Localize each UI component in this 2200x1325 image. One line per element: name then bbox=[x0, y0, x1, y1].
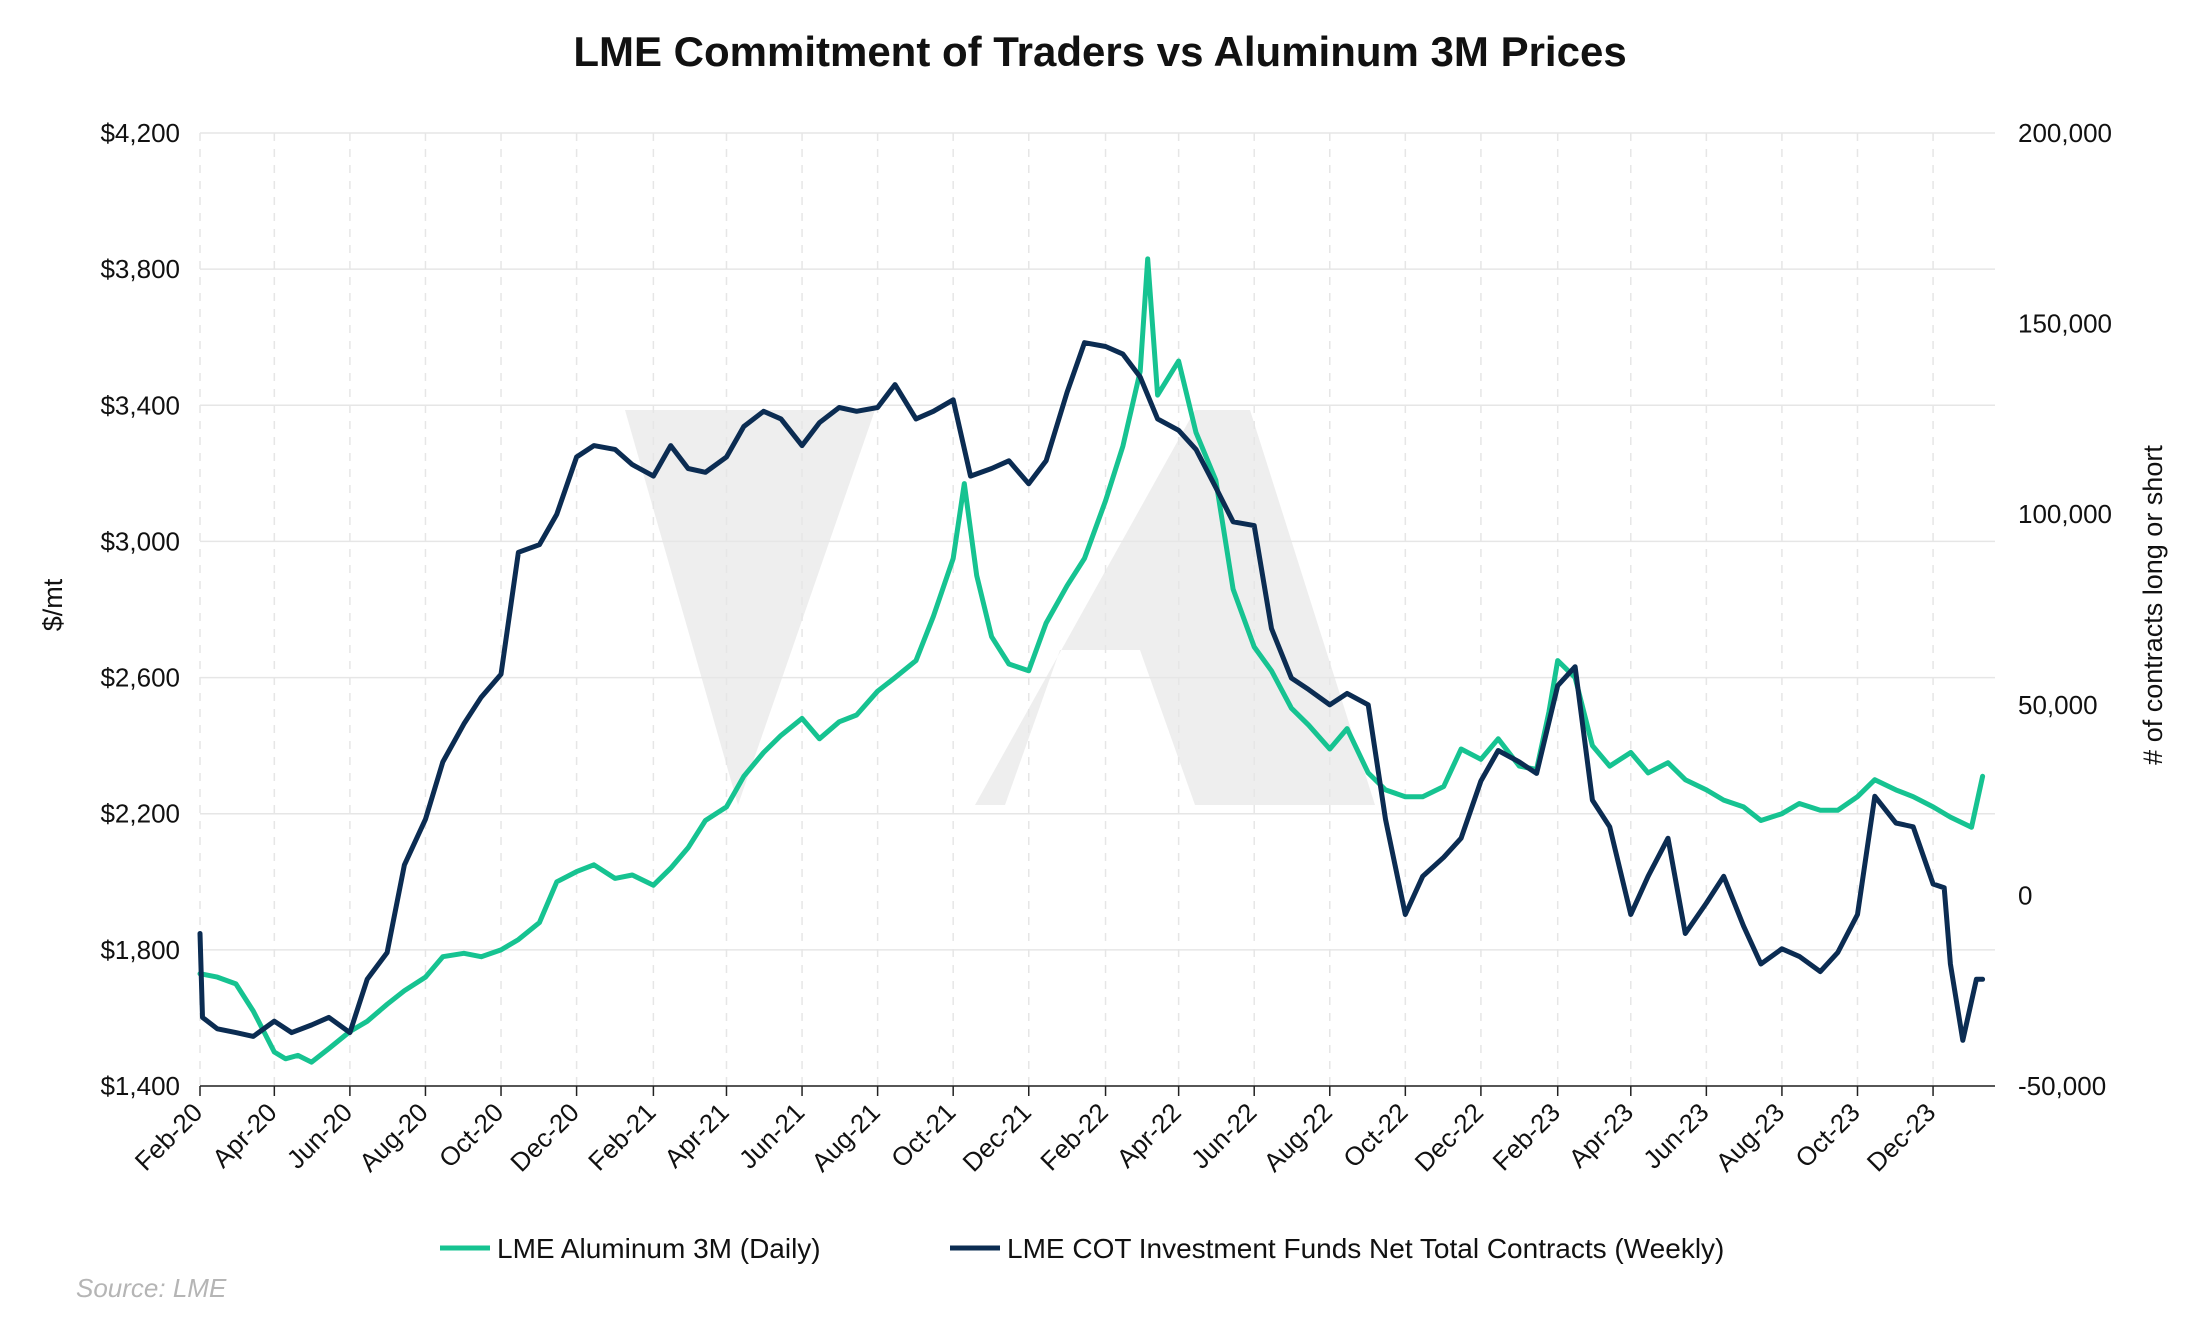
x-tick-label: Aug-20 bbox=[353, 1097, 433, 1177]
x-tick-label: Oct-20 bbox=[433, 1097, 509, 1173]
left-tick-label: $2,200 bbox=[100, 799, 180, 829]
x-tick-label: Jun-20 bbox=[281, 1097, 358, 1174]
right-axis-label: # of contracts long or short bbox=[2138, 445, 2168, 765]
x-tick-label: Feb-21 bbox=[582, 1097, 661, 1176]
x-tick-label: Oct-22 bbox=[1337, 1097, 1413, 1173]
legend-label-aluminum: LME Aluminum 3M (Daily) bbox=[497, 1233, 821, 1264]
left-tick-label: $2,600 bbox=[100, 663, 180, 693]
right-tick-label: 200,000 bbox=[2018, 118, 2112, 148]
source-note: Source: LME bbox=[76, 1273, 227, 1303]
left-axis-label: $/mt bbox=[38, 578, 68, 631]
legend: LME Aluminum 3M (Daily) LME COT Investme… bbox=[440, 1233, 1724, 1264]
x-tick-label: Feb-22 bbox=[1034, 1097, 1113, 1176]
x-tick-label: Jun-21 bbox=[733, 1097, 810, 1174]
x-tick-label: Apr-23 bbox=[1563, 1097, 1639, 1173]
series-line-aluminum bbox=[197, 256, 1986, 1065]
legend-label-cot: LME COT Investment Funds Net Total Contr… bbox=[1007, 1233, 1724, 1264]
x-tick-label: Jun-22 bbox=[1185, 1097, 1262, 1174]
watermark-shape bbox=[625, 410, 1375, 805]
chart-title: LME Commitment of Traders vs Aluminum 3M… bbox=[573, 28, 1626, 75]
x-tick-label: Apr-21 bbox=[658, 1097, 734, 1173]
right-axis-ticks: -50,000 0 50,000 100,000 150,000 200,000 bbox=[2018, 118, 2112, 1101]
left-tick-label: $1,800 bbox=[100, 935, 180, 965]
x-tick-label: Dec-20 bbox=[504, 1097, 584, 1177]
x-tick-label: Feb-23 bbox=[1486, 1097, 1565, 1176]
left-tick-label: $3,800 bbox=[100, 254, 180, 284]
x-tick-label: Aug-21 bbox=[805, 1097, 885, 1177]
left-tick-label: $3,400 bbox=[100, 390, 180, 420]
right-tick-label: 0 bbox=[2018, 880, 2032, 910]
x-tick-label: Apr-22 bbox=[1110, 1097, 1186, 1173]
left-tick-label: $1,400 bbox=[100, 1071, 180, 1101]
x-tick-label: Apr-20 bbox=[206, 1097, 282, 1173]
left-axis-ticks: $1,400 $1,800 $2,200 $2,600 $3,000 $3,400 $3,8… bbox=[100, 118, 180, 1101]
watermark-logo bbox=[625, 410, 1375, 805]
x-tick-label: Dec-23 bbox=[1861, 1097, 1941, 1177]
x-tick-label: Oct-23 bbox=[1789, 1097, 1865, 1173]
series-lines bbox=[197, 256, 1986, 1065]
right-tick-label: -50,000 bbox=[2018, 1071, 2106, 1101]
left-tick-label: $3,000 bbox=[100, 526, 180, 556]
right-tick-label: 100,000 bbox=[2018, 499, 2112, 529]
x-tick-label: Aug-23 bbox=[1710, 1097, 1790, 1177]
x-tick-label: Oct-21 bbox=[885, 1097, 961, 1173]
x-tick-label: Dec-21 bbox=[957, 1097, 1037, 1177]
left-tick-label: $4,200 bbox=[100, 118, 180, 148]
x-tick-label: Dec-22 bbox=[1409, 1097, 1489, 1177]
series-line-cot bbox=[197, 340, 1986, 1043]
x-tick-label: Feb-20 bbox=[129, 1097, 208, 1176]
right-tick-label: 50,000 bbox=[2018, 690, 2098, 720]
x-tick-label: Jun-23 bbox=[1637, 1097, 1714, 1174]
right-tick-label: 150,000 bbox=[2018, 309, 2112, 339]
x-tick-label: Aug-22 bbox=[1258, 1097, 1338, 1177]
